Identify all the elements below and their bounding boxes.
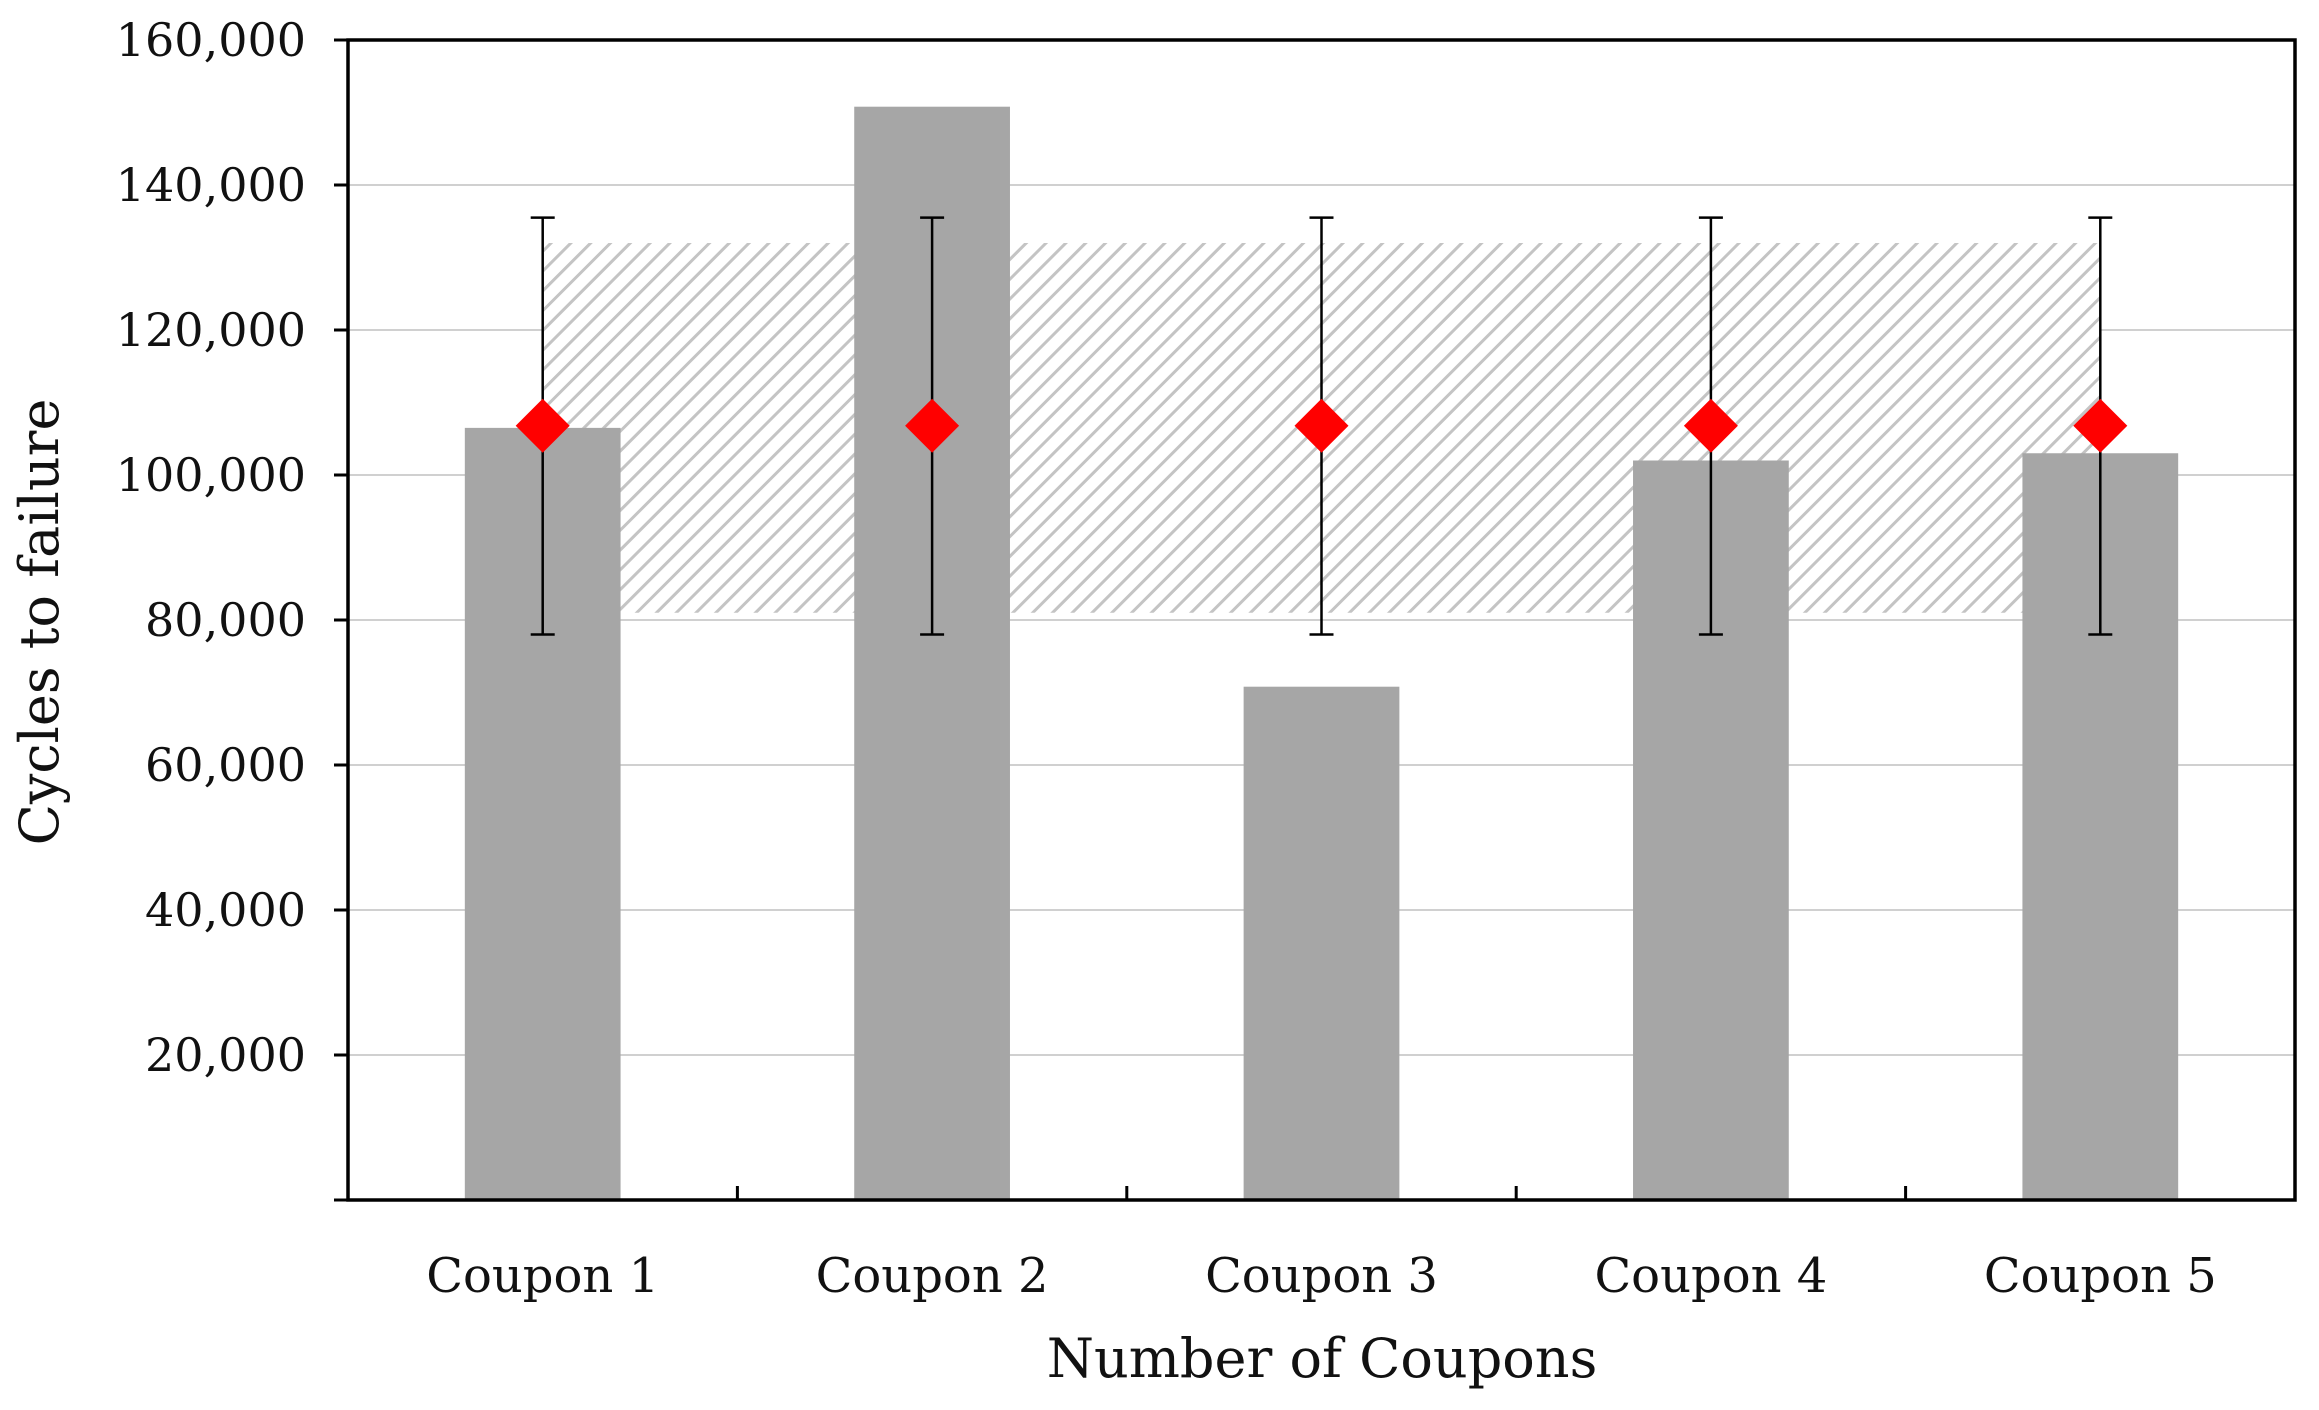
y-tick-label: 20,000 <box>145 1028 306 1082</box>
x-category-label: Coupon 3 <box>1205 1248 1438 1304</box>
y-tick-label: 140,000 <box>116 158 306 212</box>
y-tick-label: 120,000 <box>116 303 306 357</box>
mean-markers <box>515 398 2128 453</box>
x-category-label: Coupon 4 <box>1594 1248 1827 1304</box>
axis-labels: 20,000 40,000 60,000 80,000 100,000 120,000 14… <box>116 13 2217 1304</box>
x-category-label: Coupon 5 <box>1984 1248 2217 1304</box>
axes <box>334 38 2297 1202</box>
bar-3 <box>1243 686 1400 1200</box>
y-tick-label: 100,000 <box>116 448 306 502</box>
x-category-label: Coupon 1 <box>426 1248 659 1304</box>
mean-marker-4 <box>1683 398 1738 453</box>
y-tick-label: 80,000 <box>145 593 306 647</box>
mean-marker-5 <box>2073 398 2128 453</box>
mean-marker-3 <box>1294 398 1349 453</box>
mean-marker-2 <box>905 398 960 453</box>
y-tick-label: 60,000 <box>145 738 306 792</box>
x-category-label: Coupon 2 <box>816 1248 1049 1304</box>
mean-marker-1 <box>515 398 570 453</box>
x-axis-title: Number of Coupons <box>1047 1327 1598 1390</box>
y-axis-title: Cycles to failure <box>8 399 71 846</box>
bars <box>464 106 2179 1201</box>
y-tick-label: 40,000 <box>145 883 306 937</box>
y-tick-label: 160,000 <box>116 13 306 67</box>
